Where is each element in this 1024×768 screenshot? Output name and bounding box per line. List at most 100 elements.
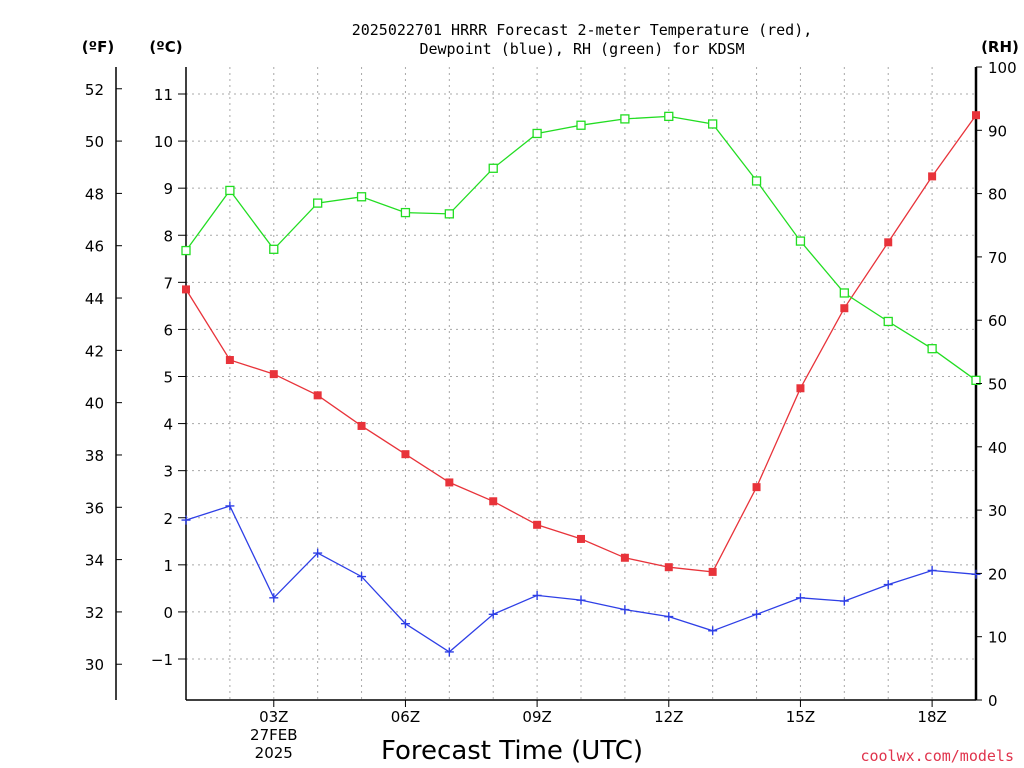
- rh-point: [576, 120, 586, 130]
- temperature-point: [357, 421, 366, 430]
- rh-point: [839, 288, 849, 298]
- rh-tick-label: 30: [988, 502, 1007, 520]
- celsius-tick-label: 11: [154, 86, 173, 104]
- rh-point: [444, 209, 454, 219]
- dewpoint-point: [795, 593, 805, 603]
- temperature-point: [840, 304, 849, 313]
- rh-point: [488, 163, 498, 173]
- celsius-tick-label: 7: [163, 274, 173, 292]
- rh-tick-label: 60: [988, 312, 1007, 330]
- time-tick-label: 03Z: [259, 708, 288, 726]
- rh-tick-label: 90: [988, 122, 1007, 140]
- rh-tick-label: 10: [988, 629, 1007, 647]
- time-tick-label: 06Z: [391, 708, 420, 726]
- temperature-point: [445, 478, 454, 487]
- dewpoint-point: [971, 569, 981, 579]
- celsius-tick-label: 5: [163, 369, 173, 387]
- celsius-tick-label: 1: [163, 557, 173, 575]
- rh-point: [356, 192, 367, 202]
- fahrenheit-tick-label: 46: [85, 238, 104, 256]
- rh-tick-label: 100: [988, 59, 1017, 77]
- rh-point: [883, 316, 893, 327]
- fahrenheit-tick-label: 30: [85, 656, 104, 674]
- rh-point: [971, 375, 981, 385]
- fahrenheit-tick-label: 44: [85, 290, 104, 308]
- rh-point: [181, 245, 191, 256]
- dewpoint-point: [883, 580, 893, 590]
- time-tick-label: 09Z: [522, 708, 551, 726]
- temperature-point: [884, 238, 893, 247]
- dewpoint-point: [532, 590, 542, 600]
- time-tick-label: 12Z: [654, 708, 683, 726]
- celsius-tick-label: 4: [163, 416, 173, 434]
- fahrenheit-tick-label: 34: [85, 552, 104, 570]
- credit-label: coolwx.com/models: [860, 747, 1014, 765]
- fahrenheit-tick-label: 48: [85, 185, 104, 203]
- celsius-tick-label: 2: [163, 510, 173, 528]
- time-tick-label: 27FEB: [250, 726, 297, 744]
- chart-title-line2: Dewpoint (blue), RH (green) for KDSM: [419, 40, 744, 58]
- rh-tick-label: 70: [988, 249, 1007, 267]
- dewpoint-point: [269, 593, 279, 603]
- dewpoint-point: [664, 612, 674, 622]
- fahrenheit-tick-label: 52: [85, 81, 104, 99]
- fahrenheit-unit-label: (ºF): [82, 38, 114, 56]
- temperature-point: [796, 384, 805, 393]
- rh-point: [313, 198, 323, 208]
- temperature-point: [269, 370, 278, 379]
- rh-point: [225, 185, 235, 196]
- rh-point: [927, 344, 937, 354]
- temperature-point: [313, 391, 322, 400]
- dewpoint-point: [839, 596, 849, 606]
- rh-tick-label: 20: [988, 565, 1007, 583]
- temperature-point: [664, 563, 673, 572]
- time-tick-label: 15Z: [786, 708, 815, 726]
- temperature-point: [620, 553, 629, 562]
- dewpoint-point: [708, 626, 718, 636]
- x-axis-label: Forecast Time (UTC): [381, 736, 643, 766]
- rh-tick-label: 50: [988, 376, 1007, 394]
- temperature-point: [533, 520, 542, 529]
- celsius-tick-label: 0: [163, 604, 173, 622]
- rh-point: [620, 114, 630, 124]
- celsius-tick-label: 3: [163, 463, 173, 481]
- rh-point: [751, 176, 762, 186]
- fahrenheit-tick-label: 38: [85, 447, 104, 465]
- rh-point: [269, 244, 279, 254]
- temperature-point: [182, 285, 190, 294]
- fahrenheit-tick-label: 40: [85, 395, 104, 413]
- time-tick-label: 2025: [255, 744, 293, 762]
- rh-point: [664, 111, 674, 122]
- dewpoint-point: [181, 515, 191, 525]
- temperature-point: [708, 567, 717, 576]
- rh-tick-label: 40: [988, 439, 1007, 457]
- celsius-tick-label: −1: [151, 651, 173, 669]
- fahrenheit-tick-label: 50: [85, 133, 104, 151]
- fahrenheit-tick-label: 36: [85, 499, 104, 517]
- temperature-point: [577, 534, 585, 543]
- celsius-tick-label: 9: [163, 180, 173, 198]
- temperature-point: [928, 172, 937, 181]
- celsius-tick-label: 6: [163, 321, 173, 339]
- data-series: [181, 111, 981, 657]
- dewpoint-point: [752, 609, 762, 619]
- dewpoint-point: [620, 605, 630, 615]
- fahrenheit-tick-label: 42: [85, 342, 104, 360]
- temperature-point: [752, 483, 761, 492]
- temperature-point: [489, 497, 498, 506]
- fahrenheit-tick-label: 32: [85, 604, 104, 622]
- rh-tick-label: 80: [988, 186, 1007, 204]
- rh-unit-label: (RH): [981, 38, 1019, 56]
- rh-point: [708, 119, 718, 129]
- celsius-unit-label: (ºC): [149, 38, 182, 56]
- tick-labels: −101234567891011303234363840424446485052…: [85, 59, 1017, 762]
- temperature-point: [401, 450, 410, 459]
- rh-tick-label: 0: [988, 692, 998, 710]
- temperature-point: [972, 111, 980, 120]
- rh-point: [400, 207, 411, 218]
- dewpoint-point: [357, 572, 367, 582]
- dewpoint-point: [313, 548, 323, 558]
- dewpoint-point: [400, 619, 410, 629]
- dewpoint-point: [576, 595, 586, 605]
